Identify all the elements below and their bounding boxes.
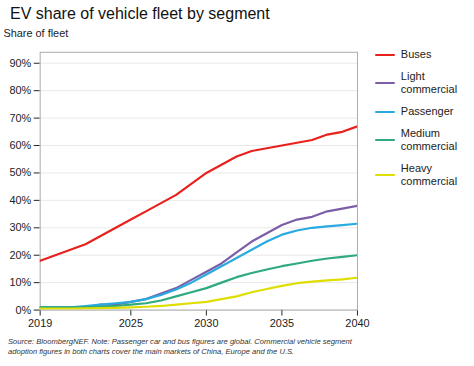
- html-text:Buses: Buses: [400, 48, 432, 60]
- svg-text:40%: 40%: [9, 194, 31, 206]
- svg-text:2030: 2030: [194, 317, 218, 329]
- svg-text:0%: 0%: [15, 304, 31, 316]
- html-text:Heavy commercial: Heavy commercial: [400, 162, 458, 187]
- svg-text:Share of fleet: Share of fleet: [3, 27, 68, 39]
- html-text:Passenger: Passenger: [400, 105, 454, 117]
- svg-text:60%: 60%: [9, 139, 31, 151]
- svg-text:2025: 2025: [119, 317, 143, 329]
- html-text:Light commercial: Light commercial: [400, 70, 458, 95]
- html-text:EV share of vehicle fleet by s: EV share of vehicle fleet by segment: [10, 5, 270, 22]
- html-text:Source: BloombergNEF. Note: Pa: Source: BloombergNEF. Note: Passenger ca…: [8, 337, 352, 357]
- svg-text:2040: 2040: [345, 317, 369, 329]
- svg-text:20%: 20%: [9, 249, 31, 261]
- svg-text:50%: 50%: [9, 166, 31, 178]
- svg-text:70%: 70%: [9, 112, 31, 124]
- html-text:Medium commercial: Medium commercial: [400, 127, 458, 152]
- svg-text:30%: 30%: [9, 221, 31, 233]
- svg-text:2019: 2019: [28, 317, 52, 329]
- svg-text:80%: 80%: [9, 84, 31, 96]
- svg-text:2035: 2035: [270, 317, 294, 329]
- svg-text:90%: 90%: [9, 57, 31, 69]
- svg-text:10%: 10%: [9, 276, 31, 288]
